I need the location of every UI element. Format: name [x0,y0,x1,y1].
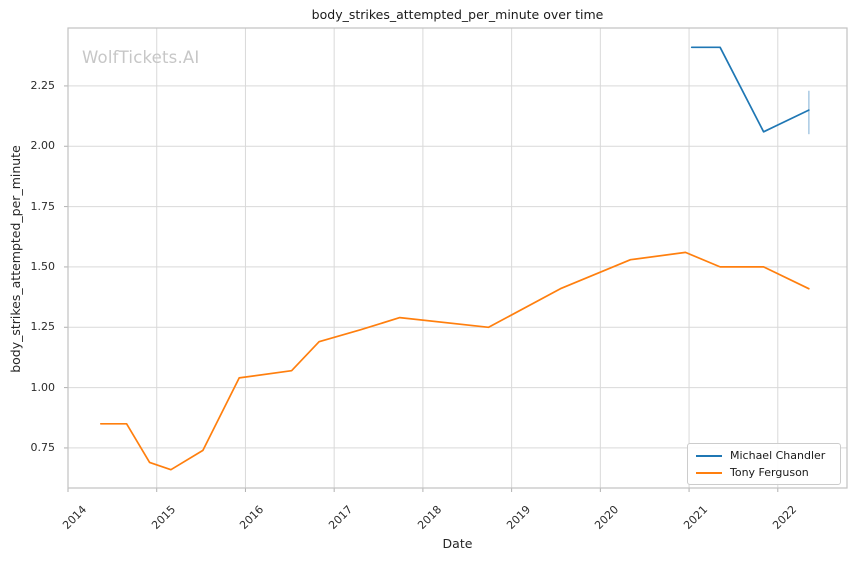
y-tick-label-1.25: 1.25 [30,320,56,334]
chart-title: body_strikes_attempted_per_minute over t… [311,7,604,22]
y-tick-label-1.75: 1.75 [30,199,56,213]
legend-swatch-tony-ferguson [696,471,722,474]
legend-item-michael-chandler: Michael Chandler [696,448,832,463]
legend: Michael Chandler Tony Ferguson [687,443,841,485]
y-tick-label-2.00: 2.00 [30,139,56,153]
plot-spines [67,27,848,489]
y-tick-label-2.25: 2.25 [30,78,56,92]
legend-item-tony-ferguson: Tony Ferguson [696,465,832,480]
y-tick-label-1.00: 1.00 [30,380,56,394]
legend-label-michael-chandler: Michael Chandler [730,449,826,462]
legend-swatch-michael-chandler [696,454,722,457]
x-axis-label: Date [442,536,473,551]
legend-label-tony-ferguson: Tony Ferguson [730,466,809,479]
y-tick-label-0.75: 0.75 [30,440,56,454]
y-tick-label-1.50: 1.50 [30,259,56,273]
watermark: WolfTickets.AI [82,48,200,67]
series-line-tony-ferguson [99,251,810,471]
series-line-michael-chandler [690,46,810,133]
